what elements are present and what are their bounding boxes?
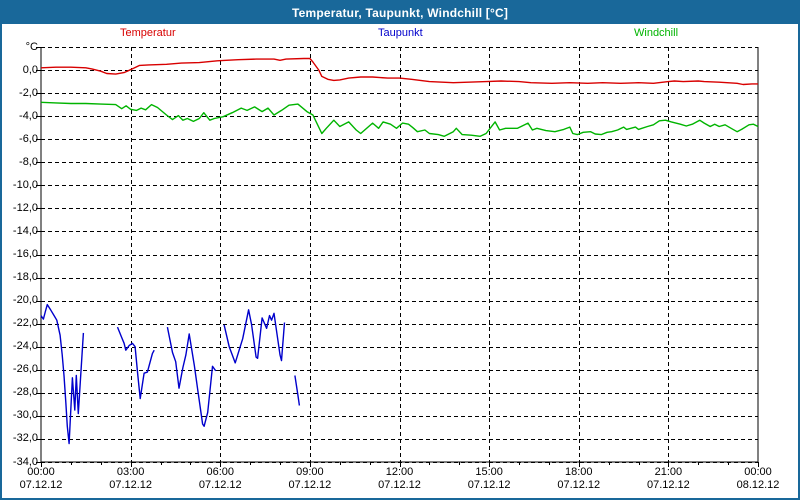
- series-line-taupunkt: [40, 303, 85, 445]
- legend-item-windchill: Windchill: [634, 27, 679, 39]
- y-tick-label: -30,0: [12, 409, 38, 422]
- series-line-temperatur: [40, 57, 758, 86]
- x-tick-label: 18:00 07.12.12: [547, 466, 611, 492]
- y-tick-label: -34,0: [12, 455, 38, 468]
- page-title: Temperatur, Taupunkt, Windchill [°C]: [291, 6, 509, 20]
- y-tick-label: -10,0: [12, 178, 38, 191]
- y-axis-unit-label: °C: [25, 40, 38, 53]
- y-tick-label: -4,0: [19, 109, 38, 122]
- x-tick-date: 07.12.12: [19, 479, 63, 491]
- y-tick-label: -16,0: [12, 248, 38, 260]
- series-line-taupunkt: [166, 326, 217, 427]
- x-tick-label: 21:00 07.12.12: [636, 466, 700, 492]
- y-tick-label: -18,0: [12, 271, 38, 284]
- x-tick-label: 15:00 07.12.12: [457, 466, 521, 492]
- y-tick-label: -32,0: [12, 432, 38, 445]
- y-tick-label: 0,0: [22, 63, 38, 76]
- series-line-windchill: [40, 101, 759, 138]
- x-tick-date: 07.12.12: [109, 479, 153, 491]
- y-tick-label: -6,0: [19, 132, 38, 145]
- x-tick-time: 00:00: [744, 466, 772, 478]
- x-tick-date: 07.12.12: [378, 479, 421, 491]
- x-tick-time: 12:00: [385, 466, 414, 478]
- y-tick-label: -8,0: [19, 155, 38, 168]
- x-tick-date: 07.12.12: [467, 479, 511, 491]
- title-bar: Temperatur, Taupunkt, Windchill [°C]: [2, 2, 798, 24]
- y-tick-label: -22,0: [12, 317, 38, 330]
- y-tick-label: -24,0: [12, 340, 38, 353]
- y-tick-label: -28,0: [12, 386, 38, 399]
- x-tick-time: 18:00: [564, 466, 593, 478]
- x-tick-label: 00:00 08.12.12: [726, 466, 790, 492]
- y-tick-label: -20,0: [12, 294, 38, 307]
- series-line-taupunkt: [294, 375, 301, 406]
- x-tick-label: 06:00 07.12.12: [188, 466, 252, 492]
- x-tick-date: 07.12.12: [557, 479, 601, 491]
- x-tick-date: 07.12.12: [198, 479, 242, 491]
- y-tick-label: -14,0: [12, 224, 38, 237]
- x-tick-label: 03:00 07.12.12: [99, 466, 163, 492]
- x-tick-time: 21:00: [654, 466, 683, 478]
- series-line-taupunkt: [116, 326, 155, 400]
- x-tick-time: 09:00: [296, 466, 324, 478]
- x-tick-label: 09:00 07.12.12: [278, 466, 342, 492]
- x-tick-date: 07.12.12: [646, 479, 690, 491]
- legend-item-temperatur: Temperatur: [120, 27, 176, 39]
- x-tick-label: 12:00 07.12.12: [368, 466, 432, 492]
- x-tick-label: 00:00 07.12.12: [9, 466, 73, 492]
- x-tick-date: 07.12.12: [288, 479, 332, 491]
- x-tick-date: 08.12.12: [736, 479, 780, 491]
- x-tick-time: 15:00: [475, 466, 503, 478]
- y-tick-label: -12,0: [12, 201, 38, 214]
- x-tick-time: 06:00: [206, 466, 235, 478]
- x-tick-time: 00:00: [27, 466, 55, 478]
- y-tick-label: -2,0: [19, 86, 38, 99]
- y-tick-label: -26,0: [12, 363, 38, 376]
- legend-item-taupunkt: Taupunkt: [378, 27, 423, 39]
- x-tick-time: 03:00: [116, 466, 145, 478]
- series-line-taupunkt: [223, 309, 286, 364]
